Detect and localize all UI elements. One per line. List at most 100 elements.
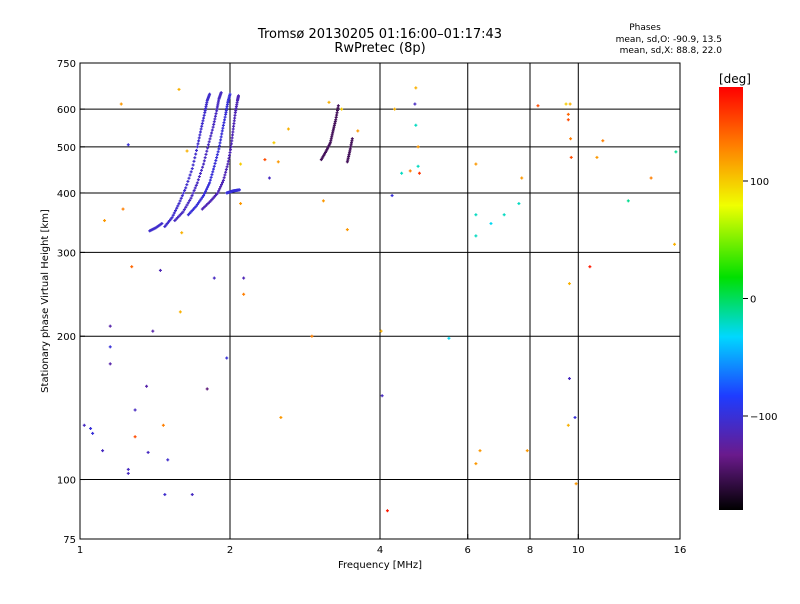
data-point xyxy=(193,186,197,190)
data-point xyxy=(232,119,236,123)
data-point xyxy=(217,189,221,193)
y-tick-label: 500 xyxy=(57,143,76,154)
data-point xyxy=(327,100,331,104)
data-point xyxy=(204,152,208,156)
data-point xyxy=(573,415,577,419)
x-tick-label: 1 xyxy=(77,545,83,556)
y-tick-label: 400 xyxy=(57,189,76,200)
data-point xyxy=(520,176,524,180)
data-point xyxy=(198,171,202,175)
colorbar-unit-label: [deg] xyxy=(719,72,751,86)
data-point xyxy=(171,213,175,217)
data-point xyxy=(239,202,243,206)
data-point xyxy=(197,201,201,205)
data-point xyxy=(569,155,573,159)
data-point xyxy=(175,206,179,210)
data-point xyxy=(187,176,191,180)
x-axis: 1 2 4 6 8 10 16 xyxy=(77,534,686,556)
data-point xyxy=(242,276,246,280)
data-point xyxy=(201,165,205,169)
x-tick-label: 4 xyxy=(377,545,383,556)
data-point xyxy=(212,122,216,126)
data-point xyxy=(228,151,232,155)
data-point xyxy=(208,178,212,182)
data-point xyxy=(190,493,194,497)
data-point xyxy=(178,310,182,314)
data-point xyxy=(232,122,236,126)
data-point xyxy=(166,458,170,462)
data-point xyxy=(133,435,137,439)
data-point xyxy=(178,199,182,203)
data-point xyxy=(220,132,224,136)
phase-colorbar xyxy=(719,87,743,510)
data-point xyxy=(158,268,162,272)
data-point xyxy=(214,112,218,116)
data-point xyxy=(226,162,230,166)
data-point xyxy=(408,169,412,173)
data-point xyxy=(209,175,213,179)
phases-mean-o: mean, sd,O: -90.9, 13.5 xyxy=(616,35,722,45)
data-point xyxy=(202,159,206,163)
data-point xyxy=(233,113,237,117)
data-point xyxy=(202,194,206,198)
data-point xyxy=(184,205,188,209)
x-tick-label: 10 xyxy=(572,545,585,556)
data-point xyxy=(211,125,215,129)
data-point xyxy=(232,124,236,128)
colorbar-tick-label: −100 xyxy=(750,412,777,423)
data-point xyxy=(189,196,193,200)
data-point xyxy=(203,191,207,195)
data-point xyxy=(108,324,112,328)
data-point xyxy=(200,195,204,199)
data-point xyxy=(197,136,201,140)
data-point xyxy=(189,170,193,174)
data-point xyxy=(223,115,227,119)
data-point xyxy=(233,116,237,120)
data-point xyxy=(207,140,211,144)
data-point xyxy=(566,112,570,116)
data-point xyxy=(393,107,397,111)
data-point xyxy=(200,124,204,128)
data-point xyxy=(213,117,217,121)
data-point xyxy=(474,234,478,238)
data-point xyxy=(267,176,271,180)
data-point xyxy=(185,183,189,187)
data-point xyxy=(569,137,573,141)
data-point xyxy=(379,329,383,333)
data-point xyxy=(203,156,207,160)
data-point xyxy=(108,345,112,349)
y-tick-label: 750 xyxy=(57,59,76,70)
data-point xyxy=(199,127,203,131)
data-point xyxy=(214,159,218,163)
data-point xyxy=(225,165,229,169)
data-point xyxy=(321,199,325,203)
data-point xyxy=(242,292,246,296)
data-point xyxy=(489,222,493,226)
data-point xyxy=(172,211,176,215)
data-point xyxy=(133,408,137,412)
data-point xyxy=(126,471,130,475)
data-point xyxy=(502,213,506,217)
data-point xyxy=(221,178,225,182)
data-point xyxy=(566,423,570,427)
data-point xyxy=(195,203,199,207)
data-point xyxy=(198,199,202,203)
data-point xyxy=(447,336,451,340)
data-point xyxy=(202,116,206,120)
data-point xyxy=(205,149,209,153)
data-point xyxy=(276,160,280,164)
data-point xyxy=(414,86,418,90)
data-point xyxy=(390,194,394,198)
data-point xyxy=(239,162,243,166)
data-points xyxy=(82,86,678,513)
data-point xyxy=(310,334,314,338)
data-point xyxy=(145,384,149,388)
data-point xyxy=(163,493,167,497)
data-point xyxy=(219,135,223,139)
data-point xyxy=(416,164,420,168)
data-point xyxy=(525,449,529,453)
data-point xyxy=(224,170,228,174)
data-point xyxy=(186,201,190,205)
data-point xyxy=(595,155,599,159)
data-point xyxy=(227,156,231,160)
